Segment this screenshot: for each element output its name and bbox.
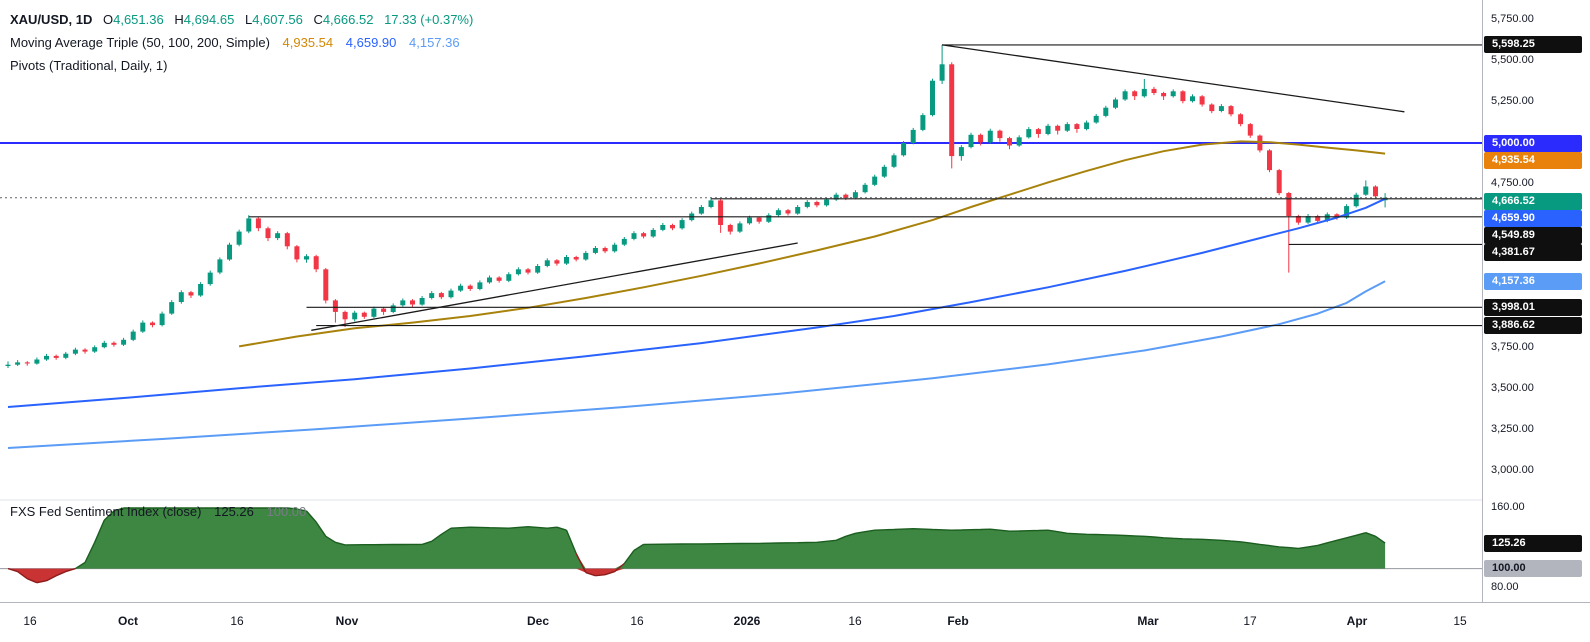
main-legend: XAU/USD, 1D O4,651.36 H4,694.65 L4,607.5… — [10, 8, 473, 77]
ma100-value: 4,659.90 — [345, 35, 397, 50]
sentiment-baseline-value: 100.00 — [266, 504, 307, 519]
time-axis-label: Nov — [335, 614, 359, 628]
price-axis-label: 3,250.00 — [1491, 422, 1534, 435]
candlestick-series — [5, 44, 1388, 368]
price-axis-label: 3,750.00 — [1491, 340, 1534, 353]
time-axis-label: Dec — [526, 614, 550, 628]
low-value: 4,607.56 — [252, 12, 303, 27]
price-axis-label: 160.00 — [1491, 500, 1525, 513]
time-axis-label: 16 — [230, 614, 244, 628]
price-badge: 100.00 — [1484, 560, 1582, 578]
high-value: 4,694.65 — [183, 12, 235, 27]
pivots-indicator-title: Pivots (Traditional, Daily, 1) — [10, 58, 168, 73]
price-badge: 5,598.25 — [1484, 36, 1582, 54]
time-axis-label: 16 — [630, 614, 644, 628]
price-axis-label: 5,250.00 — [1491, 94, 1534, 107]
pivots-legend-row[interactable]: Pivots (Traditional, Daily, 1) — [10, 54, 473, 77]
chart-canvas[interactable] — [0, 0, 1482, 602]
time-axis-label: Apr — [1346, 614, 1368, 628]
time-axis-label: 16 — [848, 614, 862, 628]
open-value: 4,651.36 — [113, 12, 164, 27]
time-axis-label: Feb — [947, 614, 969, 628]
price-axis-label: 5,500.00 — [1491, 54, 1534, 67]
sentiment-value: 125.26 — [214, 504, 254, 519]
price-axis[interactable]: 5,750.00 5,598.25 5,500.00 5,250.00 5,000.00… — [1482, 0, 1590, 602]
price-badge: 4,381.67 — [1484, 243, 1582, 261]
price-axis-label: 3,000.00 — [1491, 463, 1534, 476]
low-label: L — [244, 12, 253, 27]
open-label: O — [102, 12, 114, 27]
ma100-line — [7, 197, 1386, 408]
close-label: C — [313, 12, 323, 27]
time-axis-label: Oct — [117, 614, 139, 628]
ma50-value: 4,935.54 — [282, 35, 334, 50]
high-label: H — [174, 12, 184, 27]
price-badge: 4,659.90 — [1484, 209, 1582, 227]
time-axis-label: Mar — [1137, 614, 1159, 628]
price-axis-label: 5,750.00 — [1491, 12, 1534, 25]
price-badge: 3,886.62 — [1484, 317, 1582, 335]
ma200-value: 4,157.36 — [409, 35, 460, 50]
time-axis-label: 15 — [1453, 614, 1467, 628]
ma50-line — [238, 140, 1386, 348]
time-axis-label: 2026 — [733, 614, 761, 628]
change-value: 17.33 (+0.37%) — [384, 12, 474, 27]
symbol-title: XAU/USD, 1D — [10, 12, 93, 27]
sentiment-area-series — [0, 507, 1482, 584]
price-badge: 4,157.36 — [1484, 272, 1582, 290]
ma200-line — [7, 280, 1386, 449]
sentiment-legend-row[interactable]: FXS Fed Sentiment Index (close) 125.26 1… — [10, 504, 306, 519]
price-axis-label: 4,750.00 — [1491, 176, 1534, 189]
pivot-level-lines — [248, 44, 1482, 327]
symbol-legend-row[interactable]: XAU/USD, 1D O4,651.36 H4,694.65 L4,607.5… — [10, 8, 473, 31]
time-axis-label: 17 — [1243, 614, 1257, 628]
price-axis-label: 80.00 — [1491, 581, 1519, 594]
time-axis[interactable]: 16 Oct 16 Nov Dec 16 2026 16 Feb Mar 17 Apr 15 — [0, 602, 1590, 642]
price-badge: 5,000.00 — [1484, 134, 1582, 152]
price-badge: 125.26 — [1484, 534, 1582, 552]
close-value: 4,666.52 — [322, 12, 374, 27]
sentiment-indicator-title: FXS Fed Sentiment Index (close) — [10, 504, 202, 519]
trendlines — [311, 44, 1405, 331]
price-axis-label: 3,500.00 — [1491, 381, 1534, 394]
ma-legend-row[interactable]: Moving Average Triple (50, 100, 200, Sim… — [10, 31, 473, 54]
price-badge: 4,935.54 — [1484, 151, 1582, 169]
price-badge: 4,666.52 — [1484, 192, 1582, 210]
ma-indicator-title: Moving Average Triple (50, 100, 200, Sim… — [10, 35, 270, 50]
price-badge: 4,549.89 — [1484, 226, 1582, 244]
time-axis-label: 16 — [23, 614, 37, 628]
price-badge: 3,998.01 — [1484, 298, 1582, 316]
